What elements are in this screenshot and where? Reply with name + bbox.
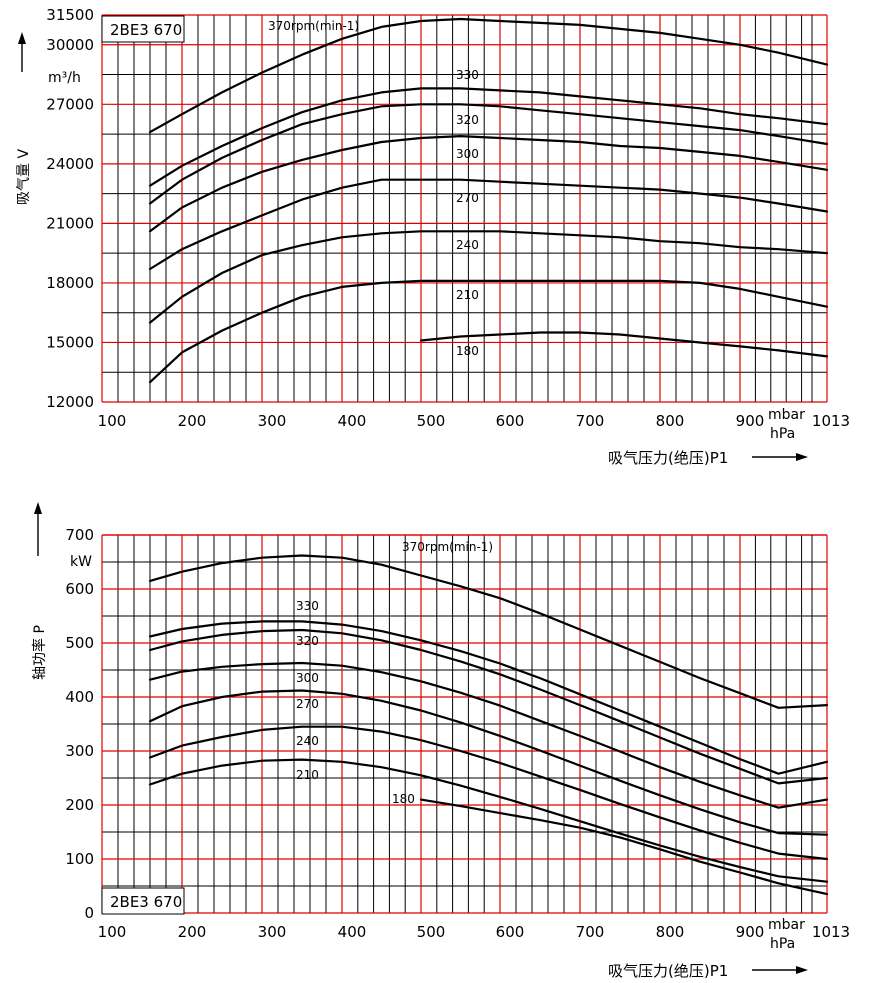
flow-model-label: 2BE3 670 bbox=[110, 21, 182, 39]
power-y-unit: kW bbox=[70, 554, 92, 570]
flow-y-arrow-icon bbox=[18, 32, 26, 72]
power-y-label: 轴功率 P bbox=[31, 625, 48, 680]
series-label-5: 240 bbox=[296, 734, 319, 748]
series-line-1 bbox=[148, 620, 829, 775]
flow-x-label: 吸气压力(绝压)P1 bbox=[608, 449, 728, 467]
x-tick-label: 800 bbox=[656, 412, 685, 430]
power-x-unit-mbar: mbar bbox=[768, 917, 805, 933]
x-tick-label: 1013 bbox=[812, 412, 850, 430]
series-line-1 bbox=[148, 87, 829, 187]
flow-x-arrow-icon bbox=[752, 453, 808, 461]
series-label-3: 300 bbox=[456, 147, 479, 161]
power-model-label: 2BE3 670 bbox=[110, 893, 182, 911]
series-label-7: 180 bbox=[456, 344, 479, 358]
x-tick-label: 200 bbox=[178, 412, 207, 430]
power-x-ticks: 100 200 300 400 500 600 700 800 900 1013 bbox=[98, 923, 850, 941]
series-label-6: 210 bbox=[456, 288, 479, 302]
y-tick-label: 27000 bbox=[46, 95, 94, 113]
series-line-0 bbox=[148, 554, 829, 709]
series-label-1: 330 bbox=[296, 599, 319, 613]
series-line-4 bbox=[148, 689, 829, 836]
series-line-6 bbox=[148, 279, 829, 384]
series-label-2: 320 bbox=[456, 113, 479, 127]
x-tick-label: 200 bbox=[178, 923, 207, 941]
x-tick-label: 1013 bbox=[812, 923, 850, 941]
flow-rate-chart: 12000 15000 18000 21000 24000 27000 30000 31500… bbox=[16, 6, 850, 467]
x-tick-label: 500 bbox=[417, 412, 446, 430]
y-tick-label: 31500 bbox=[46, 6, 94, 24]
series-line-7 bbox=[419, 798, 829, 896]
x-tick-label: 700 bbox=[576, 923, 605, 941]
x-tick-label: 300 bbox=[258, 923, 287, 941]
flow-y-unit: m³/h bbox=[48, 70, 81, 86]
series-line-5 bbox=[148, 725, 829, 861]
flow-y-ticks: 12000 15000 18000 21000 24000 27000 30000 31500 bbox=[46, 6, 94, 411]
power-series-labels: 370rpm(min-1) 330 320 300 270 240 210 180 bbox=[296, 540, 493, 806]
series-line-3 bbox=[148, 135, 829, 233]
y-tick-label: 0 bbox=[84, 904, 94, 922]
x-tick-label: 800 bbox=[656, 923, 685, 941]
flow-series-labels: 370rpm(min-1) 330 320 300 270 240 210 180 bbox=[268, 19, 479, 358]
power-x-unit-hpa: hPa bbox=[770, 936, 795, 952]
series-line-0 bbox=[148, 17, 829, 134]
series-label-7: 180 bbox=[392, 792, 415, 806]
power-grid bbox=[101, 534, 828, 914]
power-curves bbox=[148, 554, 829, 896]
x-tick-label: 900 bbox=[736, 923, 765, 941]
y-tick-label: 100 bbox=[65, 850, 94, 868]
x-tick-label: 400 bbox=[338, 923, 367, 941]
series-line-3 bbox=[148, 661, 829, 809]
flow-curves bbox=[148, 17, 829, 384]
power-model-label-box bbox=[101, 887, 185, 915]
y-tick-label: 15000 bbox=[46, 333, 94, 351]
series-label-0: 370rpm(min-1) bbox=[268, 19, 359, 33]
series-label-6: 210 bbox=[296, 768, 319, 782]
series-line-7 bbox=[419, 331, 829, 358]
series-label-2: 320 bbox=[296, 634, 319, 648]
y-tick-label: 500 bbox=[65, 634, 94, 652]
series-label-0: 370rpm(min-1) bbox=[402, 540, 493, 554]
series-line-5 bbox=[148, 230, 829, 324]
y-tick-label: 200 bbox=[65, 796, 94, 814]
y-tick-label: 600 bbox=[65, 580, 94, 598]
series-line-2 bbox=[148, 628, 829, 785]
power-y-ticks: 0 100 200 300 400 500 600 700 bbox=[65, 526, 94, 922]
series-line-6 bbox=[148, 758, 829, 883]
flow-x-unit-hpa: hPa bbox=[770, 426, 795, 442]
x-tick-label: 700 bbox=[576, 412, 605, 430]
y-tick-label: 18000 bbox=[46, 274, 94, 292]
flow-y-label: 吸气量 V bbox=[16, 149, 32, 205]
flow-x-unit-mbar: mbar bbox=[768, 407, 805, 423]
series-label-3: 300 bbox=[296, 671, 319, 685]
series-label-1: 330 bbox=[456, 68, 479, 82]
flow-model-label-box bbox=[101, 15, 185, 43]
series-label-5: 240 bbox=[456, 238, 479, 252]
series-label-4: 270 bbox=[456, 191, 479, 205]
power-y-arrow-icon bbox=[34, 502, 42, 556]
y-tick-label: 21000 bbox=[46, 214, 94, 232]
power-x-arrow-icon bbox=[752, 966, 808, 974]
x-tick-label: 100 bbox=[98, 412, 127, 430]
series-line-2 bbox=[148, 103, 829, 205]
x-tick-label: 100 bbox=[98, 923, 127, 941]
x-tick-label: 600 bbox=[496, 923, 525, 941]
series-line-4 bbox=[148, 178, 829, 271]
y-tick-label: 30000 bbox=[46, 36, 94, 54]
y-tick-label: 400 bbox=[65, 688, 94, 706]
x-tick-label: 300 bbox=[258, 412, 287, 430]
y-tick-label: 300 bbox=[65, 742, 94, 760]
power-x-label: 吸气压力(绝压)P1 bbox=[608, 962, 728, 980]
series-label-4: 270 bbox=[296, 697, 319, 711]
y-tick-label: 700 bbox=[65, 526, 94, 544]
x-tick-label: 900 bbox=[736, 412, 765, 430]
y-tick-label: 12000 bbox=[46, 393, 94, 411]
x-tick-label: 500 bbox=[417, 923, 446, 941]
x-tick-label: 400 bbox=[338, 412, 367, 430]
x-tick-label: 600 bbox=[496, 412, 525, 430]
flow-x-ticks: 100 200 300 400 500 600 700 800 900 1013 bbox=[98, 412, 850, 430]
y-tick-label: 24000 bbox=[46, 155, 94, 173]
